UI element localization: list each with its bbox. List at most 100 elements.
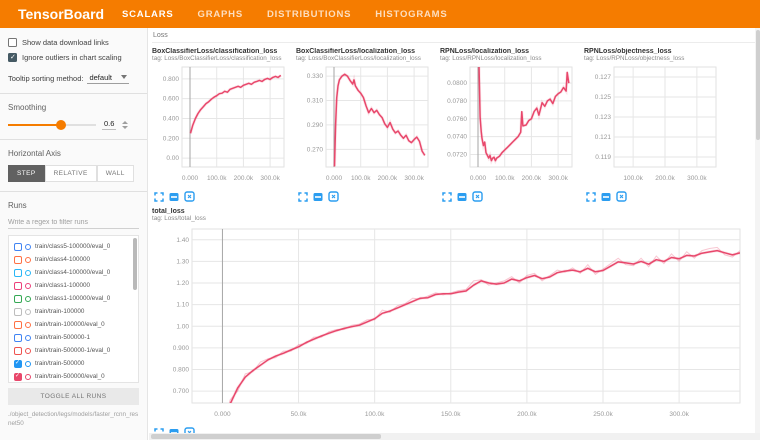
pin-chart-icon[interactable] bbox=[616, 191, 627, 202]
svg-text:0.200: 0.200 bbox=[163, 135, 180, 142]
smoothing-label: Smoothing bbox=[8, 103, 139, 112]
tab-histograms[interactable]: HISTOGRAMS bbox=[375, 9, 447, 20]
axis-button-step[interactable]: STEP bbox=[8, 165, 45, 182]
horizontal-scrollbar-thumb[interactable] bbox=[151, 434, 381, 439]
run-checkbox[interactable] bbox=[14, 269, 22, 277]
box-classifier-classification-loss-plot[interactable]: 0.000.2000.4000.6000.8000.000100.0k200.0… bbox=[152, 63, 288, 185]
total-loss-plot[interactable]: 0.7000.8000.9001.001.101.201.301.400.000… bbox=[152, 223, 748, 421]
run-row[interactable]: train/class1-100000 bbox=[14, 279, 138, 292]
svg-text:0.800: 0.800 bbox=[173, 366, 190, 373]
tab-graphs[interactable]: GRAPHS bbox=[198, 9, 243, 20]
expand-chart-icon[interactable] bbox=[442, 192, 452, 202]
run-checkbox[interactable] bbox=[14, 295, 22, 303]
chevron-down-icon bbox=[121, 75, 127, 79]
stepper-up-icon[interactable] bbox=[122, 121, 128, 124]
run-color-ring[interactable] bbox=[25, 270, 31, 276]
svg-text:300.0k: 300.0k bbox=[669, 411, 689, 418]
pin-chart-icon[interactable] bbox=[472, 191, 483, 202]
expand-chart-icon[interactable] bbox=[154, 192, 164, 202]
run-checkbox[interactable] bbox=[14, 373, 22, 381]
smoothing-slider-thumb[interactable] bbox=[56, 120, 66, 130]
run-name: train/train-100000 bbox=[35, 308, 84, 315]
run-color-ring[interactable] bbox=[25, 322, 31, 328]
run-color-ring[interactable] bbox=[25, 283, 31, 289]
pin-chart-icon[interactable] bbox=[328, 191, 339, 202]
stepper-down-icon[interactable] bbox=[122, 126, 128, 129]
svg-text:1.40: 1.40 bbox=[176, 237, 189, 244]
svg-text:100.0k: 100.0k bbox=[623, 175, 643, 182]
smoothing-stepper[interactable] bbox=[122, 121, 128, 129]
run-row[interactable]: train/train-100000/eval_0 bbox=[14, 318, 138, 331]
run-color-ring[interactable] bbox=[25, 374, 31, 380]
vertical-scrollbar-thumb[interactable] bbox=[756, 30, 760, 140]
svg-text:0.000: 0.000 bbox=[182, 175, 199, 182]
show-download-links-checkbox[interactable] bbox=[8, 38, 17, 47]
svg-text:0.900: 0.900 bbox=[173, 345, 190, 352]
rpn-localization-loss-plot[interactable]: 0.07200.07400.07600.07800.08000.000100.0… bbox=[440, 63, 576, 185]
run-checkbox[interactable] bbox=[14, 243, 22, 251]
run-checkbox[interactable] bbox=[14, 282, 22, 290]
run-row[interactable]: train/train-500000/eval_0 bbox=[14, 370, 138, 383]
rpn-objectness-loss-plot[interactable]: 0.1190.1210.1230.1250.127100.0k200.0k300… bbox=[584, 63, 720, 185]
run-row[interactable]: train/train-500000-1/eval_0 bbox=[14, 344, 138, 357]
expand-chart-icon[interactable] bbox=[586, 192, 596, 202]
svg-text:0.127: 0.127 bbox=[595, 74, 612, 81]
runs-selector-icon[interactable] bbox=[313, 192, 323, 202]
run-checkbox[interactable] bbox=[14, 360, 22, 368]
run-checkbox[interactable] bbox=[14, 308, 22, 316]
svg-text:1.20: 1.20 bbox=[176, 280, 189, 287]
axis-button-wall[interactable]: WALL bbox=[97, 165, 134, 182]
run-color-ring[interactable] bbox=[25, 348, 31, 354]
smoothing-slider[interactable] bbox=[8, 124, 96, 126]
axis-button-relative[interactable]: RELATIVE bbox=[45, 165, 97, 182]
tab-distributions[interactable]: DISTRIBUTIONS bbox=[267, 9, 351, 20]
run-checkbox[interactable] bbox=[14, 347, 22, 355]
run-checkbox[interactable] bbox=[14, 321, 22, 329]
svg-text:0.700: 0.700 bbox=[173, 388, 190, 395]
svg-text:0.310: 0.310 bbox=[307, 98, 324, 105]
chart-actions bbox=[152, 191, 290, 202]
category-header[interactable]: Loss bbox=[152, 30, 760, 43]
svg-text:50.0k: 50.0k bbox=[291, 411, 308, 418]
toggle-all-runs-button[interactable]: TOGGLE ALL RUNS bbox=[8, 388, 139, 405]
run-checkbox[interactable] bbox=[14, 256, 22, 264]
run-color-ring[interactable] bbox=[25, 335, 31, 341]
run-row[interactable]: train/class1-100000/eval_0 bbox=[14, 292, 138, 305]
run-color-ring[interactable] bbox=[25, 309, 31, 315]
runs-selector-icon[interactable] bbox=[457, 192, 467, 202]
runs-list: train/class5-100000/eval_0train/class4-1… bbox=[8, 235, 139, 383]
runs-filter-input[interactable] bbox=[8, 217, 139, 229]
tab-scalars[interactable]: SCALARS bbox=[122, 9, 174, 20]
run-row[interactable]: train/train-500000 bbox=[14, 357, 138, 370]
chart-card-box-classifier-classification-loss: BoxClassifierLoss/classification_losstag… bbox=[152, 48, 290, 202]
run-color-ring[interactable] bbox=[25, 257, 31, 263]
vertical-scrollbar[interactable] bbox=[755, 28, 760, 440]
run-row[interactable]: train/class4-100000 bbox=[14, 253, 138, 266]
run-row[interactable]: train/train-100000 bbox=[14, 305, 138, 318]
runs-selector-icon[interactable] bbox=[601, 192, 611, 202]
run-color-ring[interactable] bbox=[25, 296, 31, 302]
run-row[interactable]: train/train-500000-1 bbox=[14, 331, 138, 344]
pin-chart-icon[interactable] bbox=[184, 191, 195, 202]
horizontal-scrollbar[interactable] bbox=[149, 433, 760, 440]
run-color-ring[interactable] bbox=[25, 361, 31, 367]
run-name: train/train-500000 bbox=[35, 360, 84, 367]
box-classifier-localization-loss-plot[interactable]: 0.2700.2900.3100.3300.000100.0k200.0k300… bbox=[296, 63, 432, 185]
tooltip-sorting-dropdown[interactable]: default bbox=[87, 72, 129, 84]
run-row[interactable]: train/class5-100000/eval_0 bbox=[14, 240, 138, 253]
runs-selector-icon[interactable] bbox=[169, 192, 179, 202]
runs-list-scrollbar[interactable] bbox=[133, 238, 137, 290]
ignore-outliers-checkbox[interactable] bbox=[8, 53, 17, 62]
chart-tag: tag: Loss/total_loss bbox=[152, 215, 752, 222]
expand-chart-icon[interactable] bbox=[298, 192, 308, 202]
smoothing-value[interactable]: 0.6 bbox=[102, 119, 116, 130]
chart-actions bbox=[584, 191, 722, 202]
svg-text:0.000: 0.000 bbox=[470, 175, 487, 182]
run-checkbox[interactable] bbox=[14, 334, 22, 342]
show-download-links-option[interactable]: Show data download links bbox=[8, 38, 139, 47]
svg-text:0.0720: 0.0720 bbox=[447, 152, 467, 159]
run-row[interactable]: train/class4-100000/eval_0 bbox=[14, 266, 138, 279]
ignore-outliers-option[interactable]: Ignore outliers in chart scaling bbox=[8, 53, 139, 62]
tooltip-sorting-label: Tooltip sorting method: bbox=[8, 74, 83, 83]
run-color-ring[interactable] bbox=[25, 244, 31, 250]
